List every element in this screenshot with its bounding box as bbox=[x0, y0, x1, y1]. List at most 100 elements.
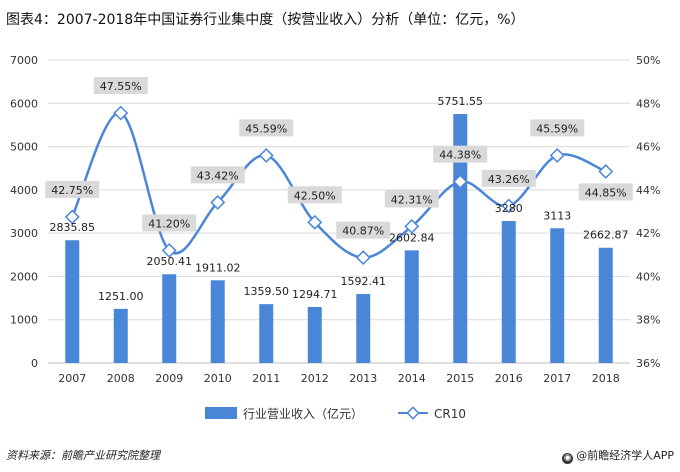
bar-value-label: 1294.71 bbox=[292, 288, 338, 301]
line-point bbox=[307, 214, 323, 230]
y-left-tick-label: 7000 bbox=[10, 54, 38, 67]
legend-bar-swatch bbox=[205, 407, 237, 419]
y-right-tick-label: 36% bbox=[636, 357, 660, 370]
y-right-tick-label: 42% bbox=[636, 227, 660, 240]
y-left-tick-label: 5000 bbox=[10, 141, 38, 154]
x-tick-label: 2013 bbox=[349, 372, 377, 385]
bar-value-label: 2050.41 bbox=[147, 255, 193, 268]
line-point bbox=[210, 194, 226, 210]
cr10-label-box bbox=[45, 180, 100, 198]
bar bbox=[65, 240, 80, 363]
cr10-label-box bbox=[530, 119, 585, 137]
bar-value-label: 1592.41 bbox=[341, 275, 387, 288]
bar-value-label: 1911.02 bbox=[195, 261, 241, 274]
bar bbox=[501, 221, 516, 363]
bar-value-label: 5751.55 bbox=[438, 95, 484, 108]
cr10-label-box bbox=[578, 183, 633, 201]
line-point bbox=[501, 198, 517, 214]
legend: 行业营业收入（亿元） CR10 bbox=[205, 406, 466, 421]
cr10-label-box bbox=[336, 221, 391, 239]
bar bbox=[453, 114, 468, 364]
cr10-value-label: 43.26% bbox=[488, 173, 530, 186]
line-point bbox=[404, 219, 420, 234]
cr10-label-box bbox=[142, 214, 197, 232]
bar bbox=[210, 280, 225, 363]
brand-icon: ◉ bbox=[562, 453, 574, 464]
x-tick-label: 2007 bbox=[58, 372, 86, 385]
line-point bbox=[598, 164, 614, 179]
bar-series bbox=[65, 114, 613, 364]
line-point bbox=[258, 148, 274, 163]
line-point bbox=[452, 174, 468, 190]
cr10-label-box bbox=[384, 190, 439, 208]
chart-title: 图表4：2007-2018年中国证券行业集中度（按营业收入）分析（单位：亿元，%… bbox=[6, 12, 525, 28]
bar-value-label: 1359.50 bbox=[244, 285, 290, 298]
bar bbox=[598, 247, 613, 363]
cr10-value-label: 41.20% bbox=[148, 217, 190, 230]
bar bbox=[113, 308, 128, 363]
y-right-tick-label: 38% bbox=[636, 314, 660, 327]
brand-label: ◉ @前瞻经济学人APP bbox=[562, 447, 674, 464]
cr10-value-label: 40.87% bbox=[342, 225, 384, 238]
cr10-value-label: 42.50% bbox=[294, 189, 336, 202]
bar bbox=[162, 274, 177, 363]
cr10-value-label: 47.55% bbox=[100, 80, 142, 93]
bar-value-label: 3113 bbox=[543, 209, 571, 222]
bar-value-label: 3280 bbox=[495, 202, 523, 215]
x-tick-label: 2012 bbox=[301, 372, 329, 385]
bar-value-label: 2602.84 bbox=[389, 231, 435, 244]
cr10-label-box bbox=[93, 77, 148, 95]
bar bbox=[550, 228, 565, 363]
cr10-value-label: 45.59% bbox=[245, 122, 287, 135]
cr10-value-label: 42.75% bbox=[51, 184, 93, 197]
x-tick-label: 2016 bbox=[495, 372, 523, 385]
y-right-tick-label: 50% bbox=[636, 54, 660, 67]
line-point bbox=[64, 209, 80, 225]
bar bbox=[404, 250, 419, 363]
legend-line-marker bbox=[406, 406, 420, 420]
y-left-tick-label: 1000 bbox=[10, 314, 38, 327]
bar-value-label: 2835.85 bbox=[50, 221, 96, 234]
cr10-value-label: 42.31% bbox=[391, 193, 433, 206]
y-left-tick-label: 6000 bbox=[10, 97, 38, 110]
x-tick-label: 2010 bbox=[204, 372, 232, 385]
cr10-label-box bbox=[239, 119, 294, 137]
brand-text: @前瞻经济学人APP bbox=[576, 449, 674, 462]
cr10-value-label: 43.42% bbox=[197, 169, 239, 182]
cr10-value-label: 44.85% bbox=[585, 186, 627, 199]
x-tick-label: 2008 bbox=[107, 372, 135, 385]
legend-line-label: CR10 bbox=[434, 407, 466, 421]
bar bbox=[307, 306, 322, 363]
cr10-label-box bbox=[433, 145, 488, 163]
x-tick-label: 2011 bbox=[252, 372, 280, 385]
source-note: 资料来源：前瞻产业研究院整理 bbox=[6, 449, 160, 462]
cr10-label-box bbox=[481, 169, 536, 187]
y-right-tick-label: 40% bbox=[636, 270, 660, 283]
line-series bbox=[64, 105, 614, 266]
y-right-tick-label: 44% bbox=[636, 184, 660, 197]
line-point bbox=[113, 105, 129, 121]
line-point bbox=[161, 243, 177, 258]
x-tick-label: 2017 bbox=[543, 372, 571, 385]
cr10-value-label: 45.59% bbox=[536, 122, 578, 135]
bar bbox=[259, 304, 274, 363]
bar-value-label: 1251.00 bbox=[98, 290, 144, 303]
x-tick-label: 2009 bbox=[155, 372, 183, 385]
line-point bbox=[549, 148, 565, 163]
y-left-tick-label: 4000 bbox=[10, 184, 38, 197]
bar-value-label: 2662.87 bbox=[583, 229, 629, 242]
y-left-tick-label: 2000 bbox=[10, 270, 38, 283]
bar bbox=[356, 294, 371, 363]
axes: 0 1000 2000 3000 4000 5000 6000 7000 36% 38% 40% 42… bbox=[10, 54, 660, 385]
line-point bbox=[355, 250, 371, 266]
cr10-label-box bbox=[287, 186, 342, 204]
x-tick-label: 2014 bbox=[398, 372, 426, 385]
y-left-tick-label: 3000 bbox=[10, 227, 38, 240]
y-left-tick-label: 0 bbox=[31, 357, 38, 370]
legend-bar-label: 行业营业收入（亿元） bbox=[243, 406, 363, 421]
cr10-value-label: 44.38% bbox=[439, 149, 481, 162]
cr10-label-box bbox=[190, 166, 245, 184]
x-tick-label: 2015 bbox=[446, 372, 474, 385]
